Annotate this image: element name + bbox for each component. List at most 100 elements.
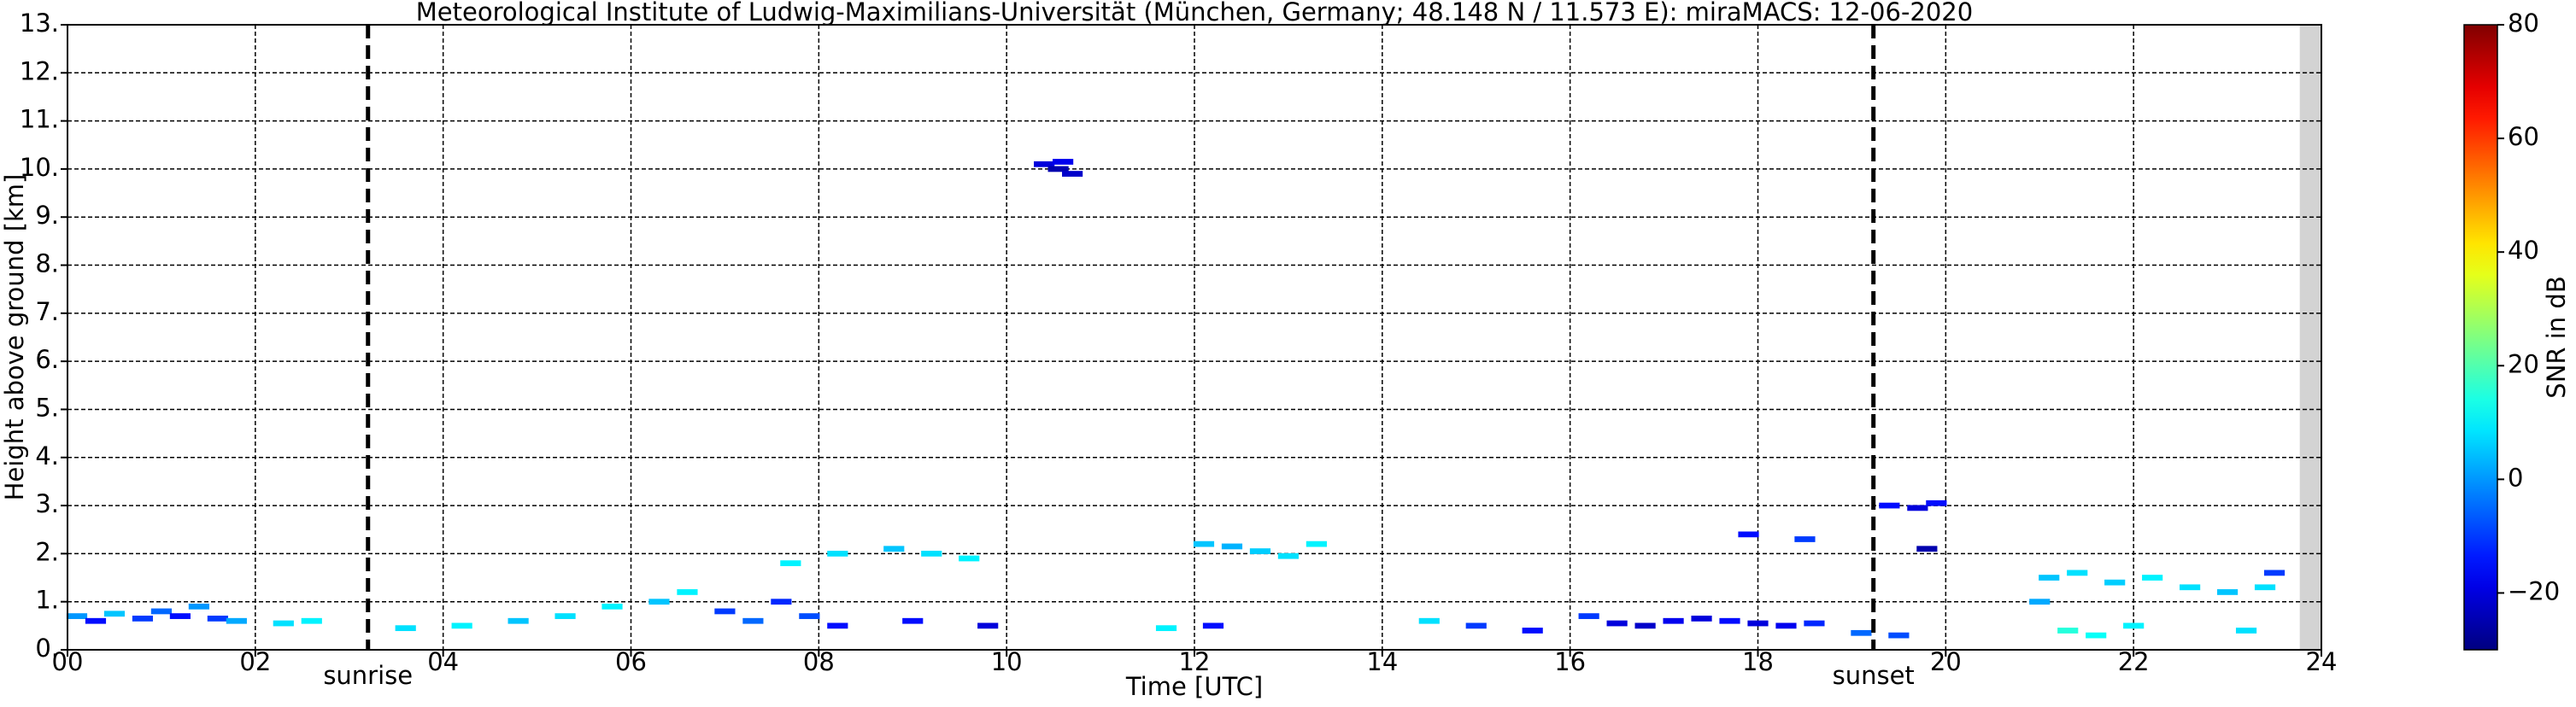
snr-echo bbox=[677, 589, 698, 595]
y-tick-label: 7. bbox=[35, 297, 59, 326]
snr-echo bbox=[85, 617, 107, 624]
x-tick-label: 22 bbox=[2118, 647, 2150, 676]
x-tick-label: 20 bbox=[1930, 647, 1962, 676]
snr-echo bbox=[2254, 584, 2276, 591]
snr-echo bbox=[1916, 546, 1938, 552]
snr-echo bbox=[1047, 166, 1069, 172]
snr-echo bbox=[902, 617, 924, 624]
x-tick-label: 04 bbox=[427, 647, 459, 676]
snr-echo bbox=[451, 622, 472, 629]
snr-echo bbox=[1277, 552, 1300, 559]
y-tick-label: 0. bbox=[35, 634, 59, 663]
snr-echo bbox=[2216, 589, 2239, 595]
snr-echo bbox=[1738, 531, 1759, 538]
snr-echo bbox=[1034, 161, 1055, 167]
colorbar bbox=[2463, 24, 2498, 651]
snr-echo bbox=[1053, 159, 1074, 165]
snr-echo bbox=[977, 622, 999, 629]
snr-echo bbox=[1522, 628, 1543, 634]
snr-echo bbox=[883, 546, 905, 552]
snr-echo bbox=[395, 625, 416, 632]
event-label: sunset bbox=[1833, 661, 1915, 690]
y-tick-label: 10. bbox=[20, 153, 59, 182]
snr-echo bbox=[1663, 617, 1684, 624]
snr-echo bbox=[1634, 622, 1656, 629]
colorbar-tick-label: −20 bbox=[2508, 576, 2560, 605]
snr-echo bbox=[132, 616, 154, 622]
y-tick-label: 13. bbox=[20, 9, 59, 38]
snr-echo bbox=[827, 622, 848, 629]
snr-echo bbox=[648, 599, 670, 605]
snr-echo bbox=[169, 613, 191, 619]
snr-echo bbox=[1775, 622, 1797, 629]
snr-echo bbox=[1794, 536, 1816, 542]
x-tick-label: 12 bbox=[1179, 647, 1211, 676]
colorbar-tick-label: 80 bbox=[2508, 9, 2539, 38]
x-tick-label: 14 bbox=[1366, 647, 1398, 676]
snr-echo bbox=[2123, 622, 2145, 629]
snr-echo bbox=[2180, 584, 2201, 591]
snr-echo bbox=[2104, 579, 2126, 586]
y-tick-label: 9. bbox=[35, 201, 59, 230]
y-tick-label: 1. bbox=[35, 586, 59, 615]
plot-frame bbox=[67, 24, 2322, 651]
snr-echo bbox=[2142, 575, 2163, 581]
y-axis-label: Height above ground [km] bbox=[0, 174, 29, 501]
snr-echo bbox=[780, 560, 801, 567]
snr-echo bbox=[601, 603, 623, 610]
x-tick-label: 06 bbox=[615, 647, 647, 676]
snr-echo bbox=[827, 551, 848, 557]
snr-echo bbox=[1888, 632, 1910, 639]
snr-echo bbox=[1202, 622, 1224, 629]
snr-echo bbox=[2039, 575, 2060, 581]
snr-echo bbox=[508, 617, 529, 624]
y-tick-label: 12. bbox=[20, 56, 59, 85]
snr-echo bbox=[2057, 628, 2079, 634]
snr-echo bbox=[742, 617, 764, 624]
x-tick-label: 00 bbox=[52, 647, 84, 676]
snr-echo bbox=[103, 611, 126, 617]
no-data-region bbox=[2299, 25, 2321, 650]
colorbar-tick-label: 0 bbox=[2508, 463, 2523, 492]
snr-echo bbox=[2067, 570, 2088, 576]
snr-echo bbox=[1221, 543, 1243, 550]
snr-echo bbox=[555, 613, 576, 619]
y-tick-label: 5. bbox=[35, 393, 59, 422]
snr-echo bbox=[1465, 622, 1487, 629]
snr-echo bbox=[66, 613, 88, 619]
snr-echo bbox=[2086, 632, 2107, 639]
snr-echo bbox=[959, 555, 980, 562]
event-label: sunrise bbox=[323, 661, 413, 690]
snr-echo bbox=[1804, 620, 1825, 627]
snr-echo bbox=[226, 617, 247, 624]
snr-echo bbox=[1926, 500, 1947, 506]
y-tick-label: 3. bbox=[35, 489, 59, 518]
snr-echo bbox=[1249, 548, 1271, 554]
snr-echo bbox=[1851, 629, 1872, 636]
x-tick-label: 08 bbox=[803, 647, 835, 676]
snr-echo bbox=[301, 617, 322, 624]
colorbar-tick-label: 60 bbox=[2508, 122, 2539, 151]
snr-echo bbox=[1879, 502, 1900, 509]
x-tick-label: 16 bbox=[1554, 647, 1586, 676]
snr-echo bbox=[799, 613, 820, 619]
y-tick-label: 11. bbox=[20, 105, 59, 134]
snr-echo bbox=[273, 620, 294, 627]
snr-echo bbox=[207, 616, 228, 622]
x-tick-label: 18 bbox=[1742, 647, 1774, 676]
colorbar-tick-label: 40 bbox=[2508, 236, 2539, 265]
snr-echo bbox=[1578, 613, 1599, 619]
colorbar-tick-label: 20 bbox=[2508, 349, 2539, 378]
chart-title: Meteorological Institute of Ludwig-Maxim… bbox=[416, 0, 1973, 26]
snr-echo bbox=[1155, 625, 1177, 632]
snr-echo bbox=[150, 608, 173, 615]
x-tick-label: 02 bbox=[239, 647, 271, 676]
snr-echo bbox=[1907, 505, 1928, 511]
snr-echo bbox=[771, 599, 792, 605]
snr-echo bbox=[1193, 540, 1215, 547]
snr-echo bbox=[1747, 620, 1769, 627]
colorbar-label: SNR in dB bbox=[2542, 276, 2571, 398]
y-tick-label: 6. bbox=[35, 345, 59, 374]
x-axis-label: Time [UTC] bbox=[1125, 672, 1263, 701]
